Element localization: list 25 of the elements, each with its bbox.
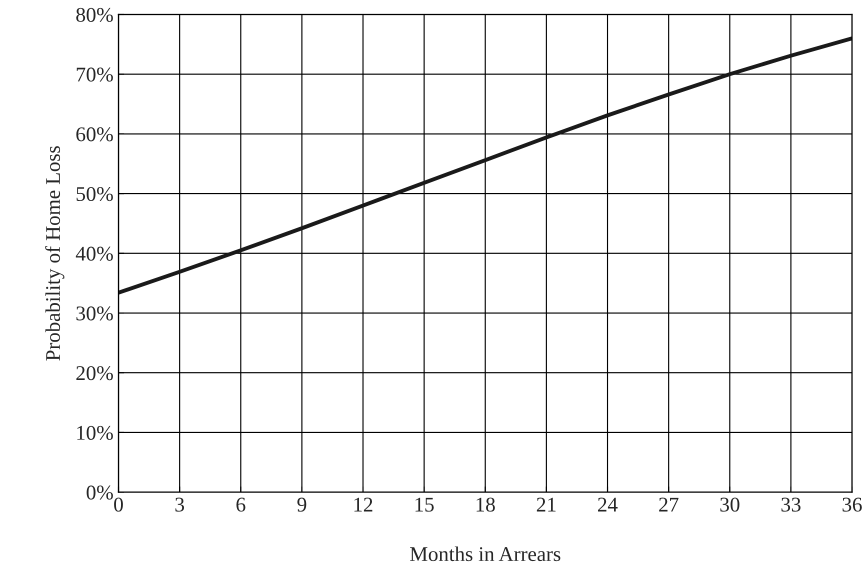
x-tick-label: 18	[476, 498, 495, 512]
y-tick-label: 80%	[76, 8, 113, 22]
x-tick-label: 36	[842, 498, 862, 512]
x-tick-label: 6	[236, 498, 246, 512]
y-tick-label: 30%	[76, 306, 113, 321]
y-tick-label: 40%	[76, 246, 113, 261]
y-tick-label: 50%	[76, 186, 113, 202]
x-tick-label: 3	[175, 498, 184, 512]
x-tick-label: 24	[598, 498, 618, 512]
y-tick-label: 60%	[76, 127, 113, 142]
x-tick-label: 30	[720, 498, 740, 512]
y-tick-label: 0%	[86, 486, 113, 500]
x-tick-label: 21	[536, 498, 556, 512]
y-axis-title: Probability of Home Loss	[45, 146, 64, 361]
x-tick-label: 12	[354, 498, 372, 512]
line-series	[118, 36, 852, 295]
y-tick-label: 10%	[77, 426, 113, 440]
y-tick-label: 70%	[76, 68, 113, 82]
y-tick-label: 20%	[76, 366, 113, 380]
x-tick-label: 15	[416, 498, 434, 512]
x-tick-label: 0	[114, 498, 123, 512]
x-tick-label: 27	[659, 498, 678, 512]
x-axis-title: Months in Arrears	[410, 546, 560, 562]
x-tick-label: 33	[781, 498, 800, 512]
x-tick-label: 9	[297, 498, 306, 512]
